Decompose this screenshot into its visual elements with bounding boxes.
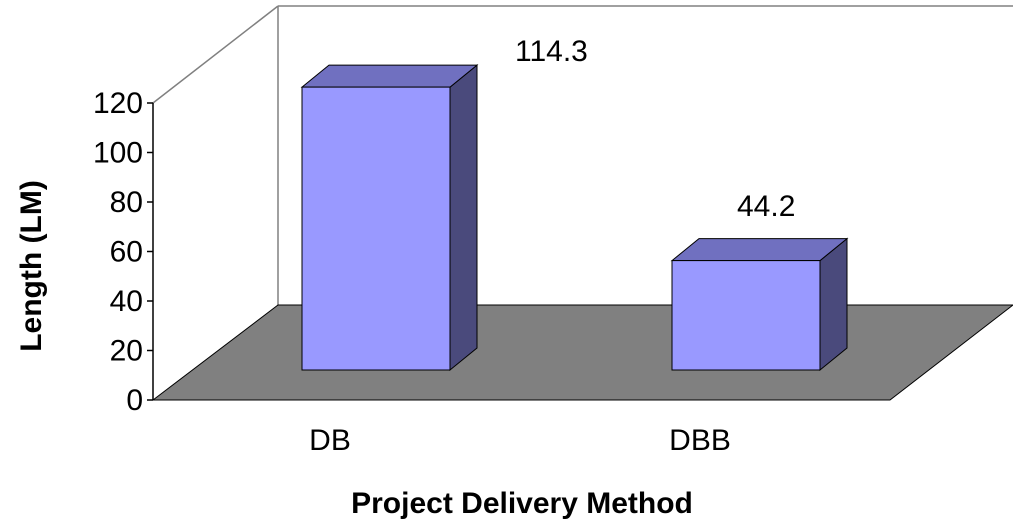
bar-db	[300, 64, 479, 372]
y-axis-title: Length (LM)	[15, 180, 48, 352]
bar-side-face	[449, 64, 478, 372]
bar-front-face	[671, 260, 821, 371]
data-label-db: 114.3	[515, 35, 588, 68]
y-axis: 0 20 40 60 80 100 120	[93, 87, 154, 417]
y-tick-label: 120	[93, 87, 143, 120]
x-axis-title: Project Delivery Method	[351, 487, 693, 520]
data-label-dbb: 44.2	[737, 190, 795, 223]
data-labels: 114.3 44.2	[515, 35, 795, 223]
y-tick-label: 100	[93, 137, 143, 170]
bar-top-face	[300, 64, 479, 88]
x-tick-label-db: DB	[309, 424, 351, 457]
y-tick-label: 40	[110, 285, 143, 318]
bar-dbb	[670, 237, 849, 372]
bar-side-face	[819, 237, 848, 372]
bar-top-face	[670, 238, 849, 262]
y-tick-label: 80	[110, 186, 143, 219]
chart-floor	[151, 304, 1013, 401]
y-tick-label: 20	[110, 335, 143, 368]
chart-walls	[152, 5, 1013, 305]
side-wall-top-edge	[152, 5, 279, 104]
bars	[300, 64, 849, 372]
x-axis: DB DBB	[309, 424, 731, 457]
bar-front-face	[301, 86, 451, 371]
y-tick-label: 0	[126, 384, 143, 417]
x-tick-label-dbb: DBB	[669, 424, 731, 457]
y-tick-label: 60	[110, 236, 143, 269]
